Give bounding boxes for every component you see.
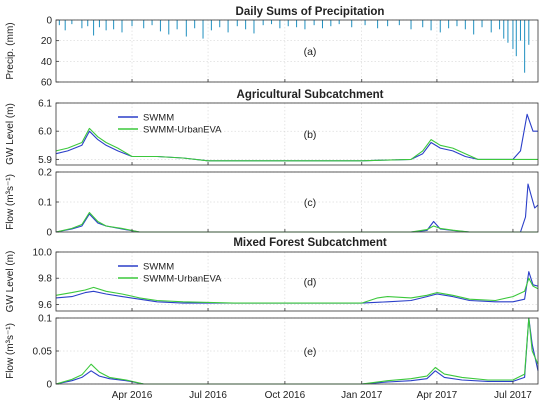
panel-d: 9.6 9.8 10.0 GW Level (m) (d) SWMMSWMM-UrbanE… [5, 248, 539, 313]
ytick-label: 0 [46, 380, 52, 391]
xtick-label: Jul 2017 [494, 390, 532, 401]
ytick-label: 0 [46, 228, 52, 239]
y-axis-label: GW Level (m) [5, 251, 16, 313]
legend-entry: SWMM [143, 113, 174, 124]
y-axis-label: GW Level (m) [5, 103, 16, 165]
legend-entry: SWMM-UrbanEVA [143, 125, 222, 136]
panel-c: 0 0.1 0.2 Flow (m³s⁻¹) (c) [5, 168, 539, 239]
title-agricultural: Agricultural Subcatchment [237, 89, 384, 101]
panel-b: 5.9 6.0 6.1 GW Level (m) (b) SWMMSWMM-UrbanEV… [5, 99, 539, 166]
xtick-label: Jan 2017 [341, 390, 383, 401]
panel-label: (d) [304, 277, 317, 289]
xtick-label: Apr 2016 [112, 390, 153, 401]
axes-box [55, 251, 539, 312]
ytick-label: 9.6 [38, 300, 52, 311]
ytick-label: 40 [41, 57, 53, 68]
ytick-label: 0.05 [33, 347, 53, 358]
ytick-label: 60 [41, 78, 53, 89]
ytick-label: 20 [41, 36, 53, 47]
ytick-label: 0.1 [38, 198, 52, 209]
ytick-label: 0 [46, 16, 52, 27]
ytick-label: 6.0 [38, 127, 52, 138]
panel-label: (b) [304, 129, 317, 141]
panel-label: (a) [304, 46, 317, 58]
axes-box [55, 102, 539, 166]
ytick-label: 6.1 [38, 99, 52, 110]
series-line-swmm-urbaneva [55, 277, 539, 304]
series-line-swmm-urbaneva [55, 211, 538, 233]
series-line-swmm-urbaneva [55, 317, 539, 385]
xtick-label: Jul 2016 [189, 390, 227, 401]
series-line-swmm [55, 317, 539, 385]
title-precipitation: Daily Sums of Precipitation [236, 6, 385, 18]
ytick-label: 0.1 [38, 314, 52, 325]
panel-e: 0 0.05 0.1 Apr 2016 Jul 2016 Oct 2016 Jan 2017… [5, 314, 539, 401]
panel-a: 0 20 40 60 Precip. (mm) (a) [5, 16, 539, 89]
y-axis-label: Flow (m³s⁻¹) [5, 174, 16, 230]
ytick-label: 10.0 [33, 248, 53, 259]
series-line-swmm [55, 183, 539, 233]
xtick-label: Apr 2017 [417, 390, 458, 401]
legend-entry: SWMM-UrbanEVA [143, 274, 222, 285]
y-axis-label: Flow (m³s⁻¹) [5, 323, 16, 379]
title-mixed-forest: Mixed Forest Subcatchment [233, 237, 387, 249]
xtick-label: Oct 2016 [265, 390, 306, 401]
ytick-label: 5.9 [38, 155, 52, 166]
ytick-label: 0.2 [38, 168, 52, 179]
series-line-swmm [55, 271, 539, 304]
panel-label: (c) [304, 197, 316, 209]
legend-entry: SWMM [143, 262, 174, 273]
ytick-label: 9.8 [38, 274, 52, 285]
series-line-swmm-urbaneva [55, 127, 538, 162]
panel-label: (e) [304, 346, 317, 358]
y-axis-label: Precip. (mm) [5, 22, 16, 79]
axes-box [55, 19, 539, 83]
